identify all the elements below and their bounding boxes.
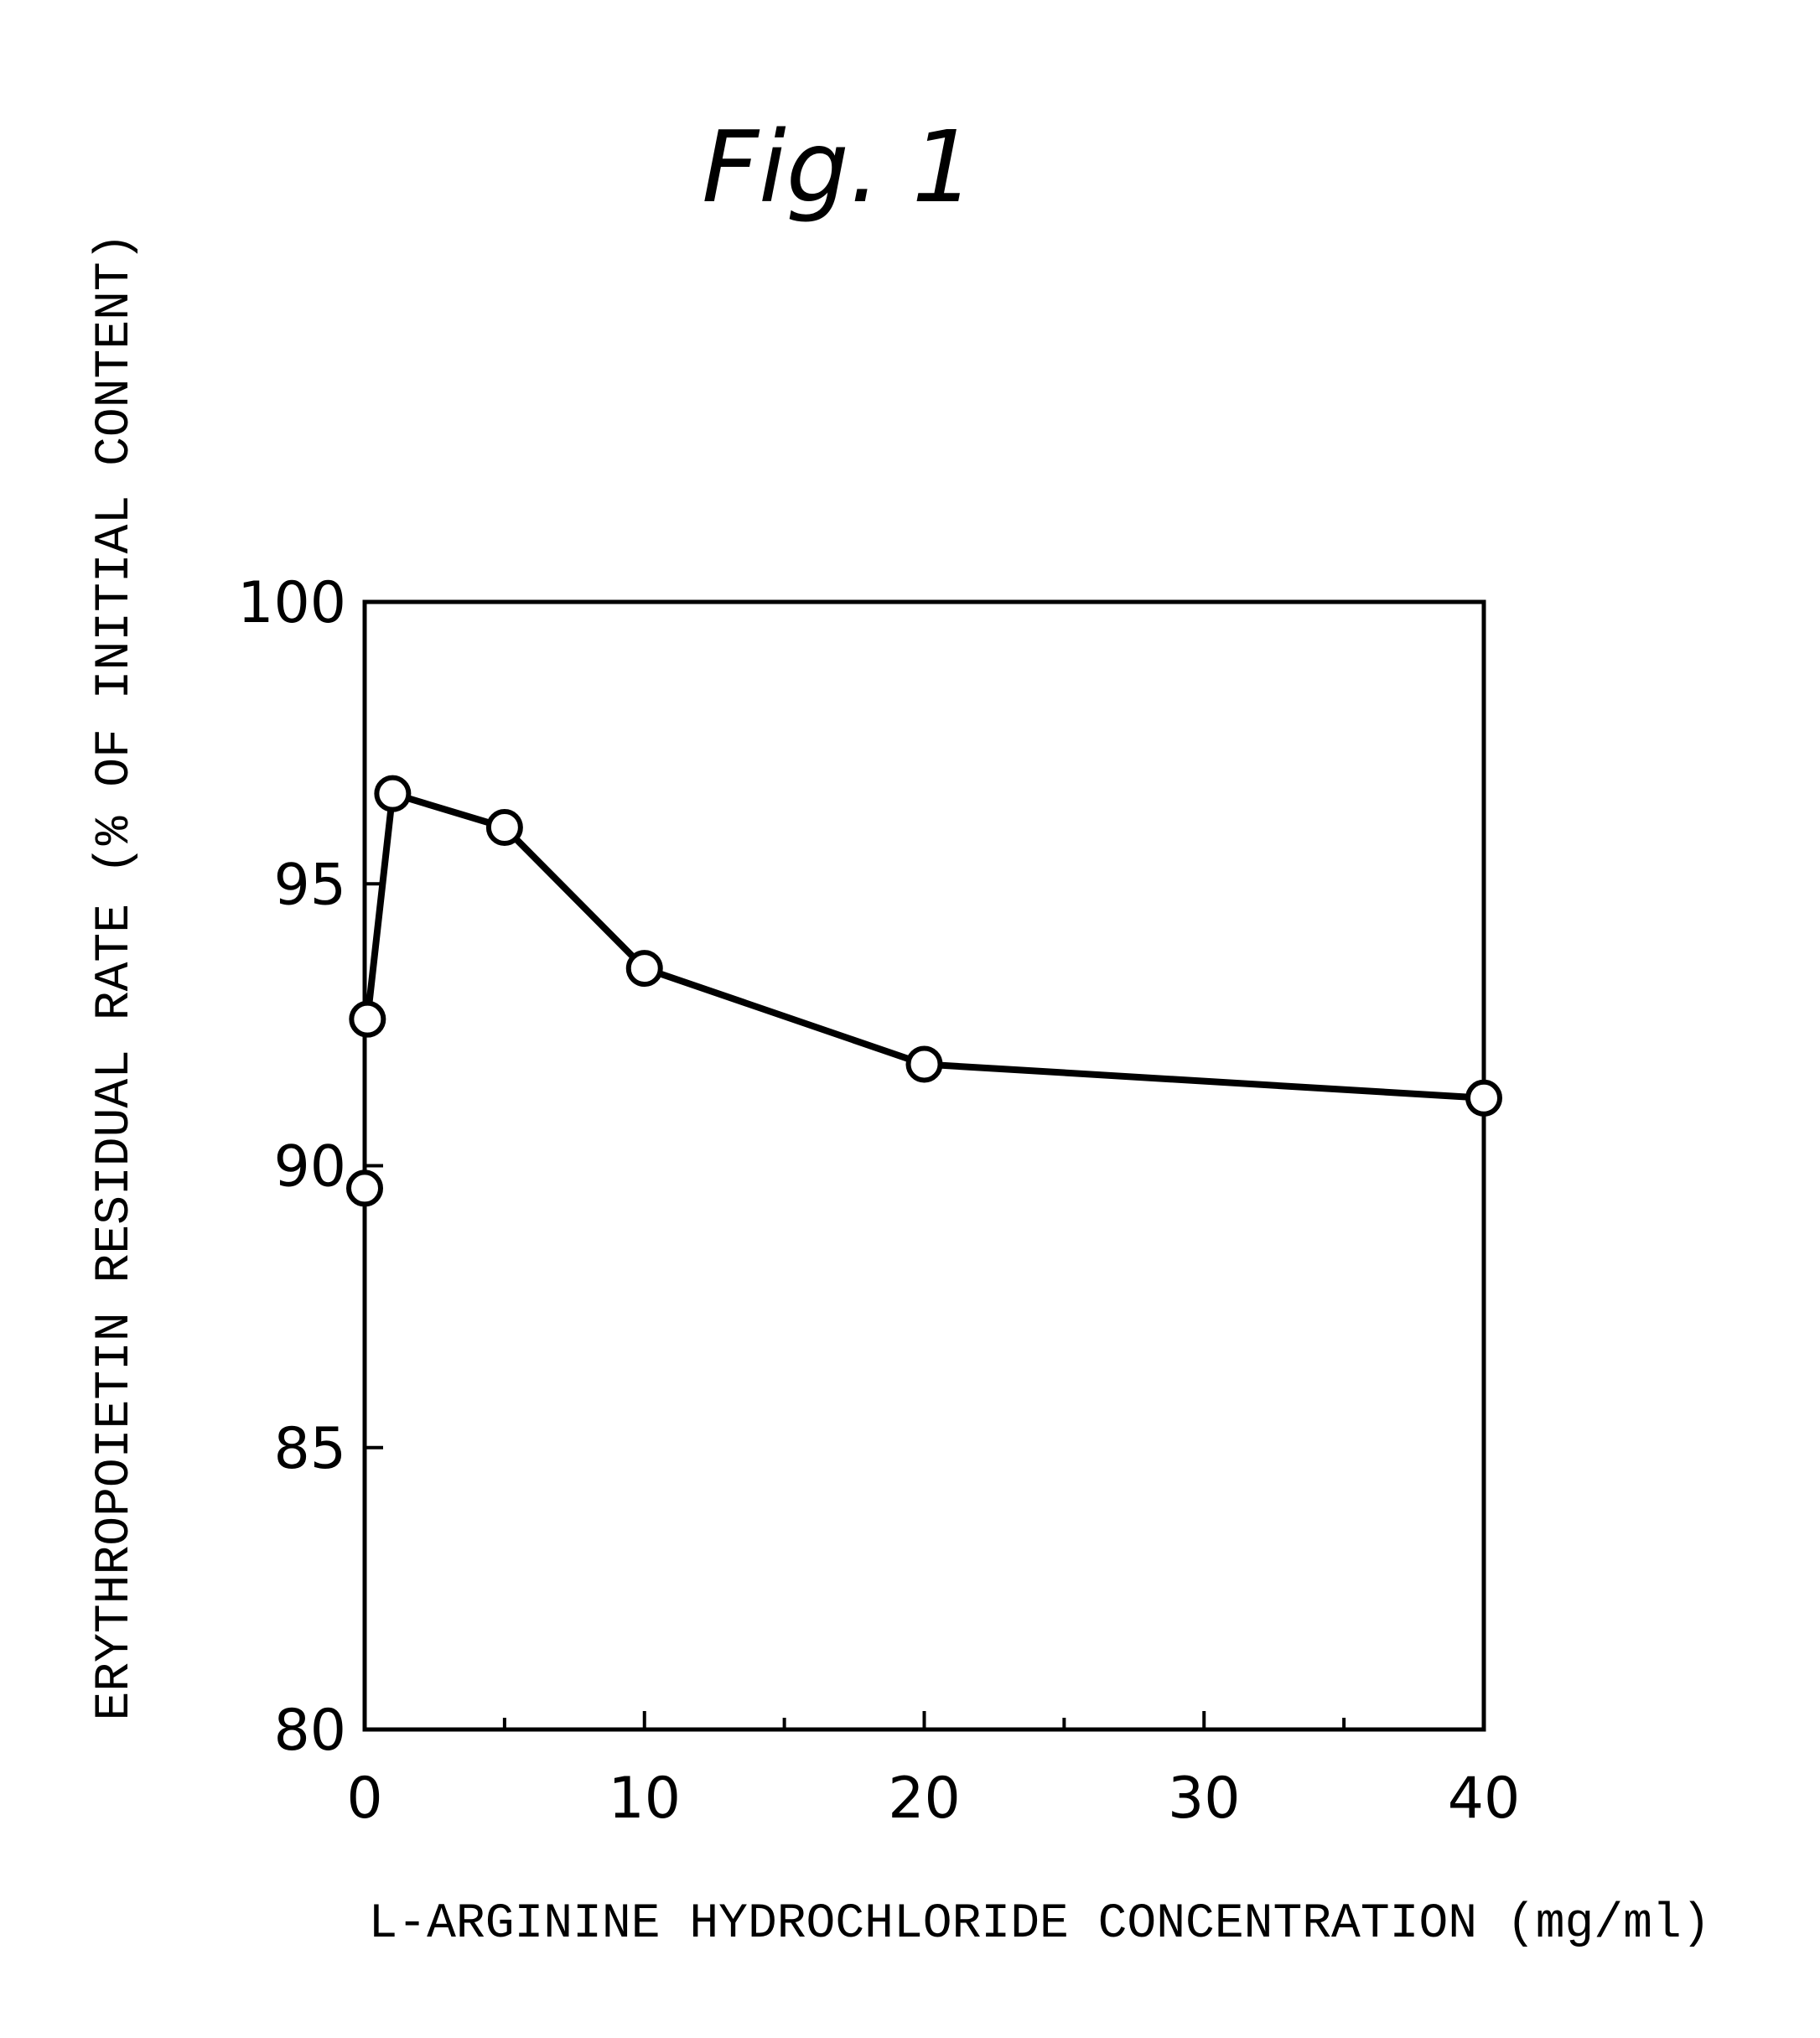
plot-frame bbox=[365, 602, 1484, 1729]
data-point bbox=[1468, 1082, 1500, 1114]
y-tick-label: 80 bbox=[273, 1698, 346, 1764]
figure-title: Fig. 1 bbox=[702, 109, 975, 225]
data-point bbox=[629, 952, 661, 984]
x-tick-label: 10 bbox=[608, 1766, 681, 1832]
y-tick-label: 85 bbox=[273, 1416, 346, 1482]
y-tick-label: 90 bbox=[273, 1134, 346, 1201]
x-tick-label: 20 bbox=[888, 1766, 961, 1832]
axis-tick-labels: 80 85 90 95 100 0 10 20 30 40 bbox=[237, 570, 1520, 1832]
data-point bbox=[376, 778, 408, 810]
x-tick-label: 0 bbox=[346, 1766, 382, 1832]
x-axis-label: L-ARGININE HYDROCHLORIDE CONCENTRATION (… bbox=[368, 1897, 1710, 1952]
data-point bbox=[349, 1172, 381, 1204]
y-tick-label: 95 bbox=[273, 852, 346, 918]
data-series bbox=[349, 778, 1500, 1205]
x-tick-label: 40 bbox=[1448, 1766, 1521, 1832]
x-tick-label: 30 bbox=[1168, 1766, 1241, 1832]
y-axis-label: ERYTHROPOIETIN RESIDUAL RATE (% OF INITI… bbox=[88, 232, 143, 1720]
axis-ticks bbox=[365, 602, 1484, 1729]
data-point bbox=[489, 812, 521, 843]
y-tick-label: 100 bbox=[237, 570, 346, 636]
data-point bbox=[351, 1003, 383, 1035]
data-point bbox=[909, 1048, 941, 1080]
